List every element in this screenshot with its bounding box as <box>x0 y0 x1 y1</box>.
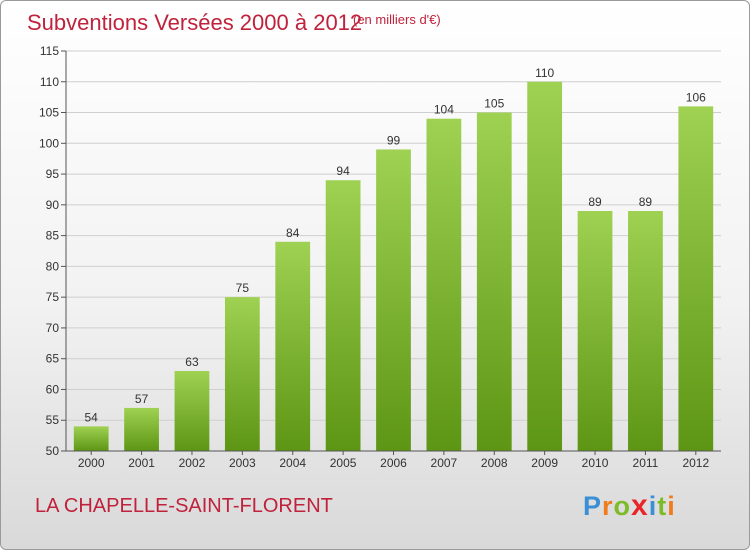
logo-letter: i <box>667 491 676 521</box>
bar-2011 <box>628 211 663 451</box>
data-label-2003: 75 <box>236 281 250 295</box>
logo-letter: i <box>648 491 658 521</box>
bar-2003 <box>224 297 260 451</box>
data-label-2005: 94 <box>336 164 350 178</box>
bar-2004 <box>275 241 311 451</box>
bar-2002 <box>174 371 210 451</box>
commune-name: LA CHAPELLE-SAINT-FLORENT <box>35 495 333 517</box>
x-tick-label-2004: 2004 <box>279 456 306 470</box>
y-tick-label: 115 <box>40 44 59 58</box>
y-tick-label: 95 <box>46 167 60 181</box>
bar-2012 <box>678 106 714 451</box>
x-tick-label-2012: 2012 <box>682 456 709 470</box>
y-tick-label: 105 <box>39 106 59 120</box>
y-tick-label: 100 <box>39 136 59 150</box>
x-tick-label-2007: 2007 <box>431 456 458 470</box>
y-tick-label: 110 <box>40 75 59 89</box>
data-label-2007: 104 <box>434 103 454 117</box>
data-label-2004: 84 <box>286 226 300 240</box>
y-tick-label: 80 <box>46 259 60 273</box>
data-label-2010: 89 <box>588 195 602 209</box>
x-tick-label-2005: 2005 <box>330 456 357 470</box>
x-tick-label-2010: 2010 <box>582 456 609 470</box>
data-label-2000: 54 <box>85 410 99 424</box>
bar-2007 <box>426 118 462 451</box>
bar-2008 <box>476 112 512 452</box>
data-label-2012: 106 <box>686 90 706 104</box>
x-tick-label-2003: 2003 <box>229 456 256 470</box>
y-tick-label: 55 <box>46 413 60 427</box>
bar-2001 <box>124 407 159 451</box>
x-tick-label-2002: 2002 <box>179 456 206 470</box>
logo-letter: t <box>657 491 668 521</box>
y-tick-label: 75 <box>46 290 60 304</box>
y-tick-label: 90 <box>46 198 60 212</box>
chart-title: Subventions Versées 2000 à 2012 <box>27 10 363 35</box>
logo-letter: o <box>613 491 632 521</box>
y-tick-label: 70 <box>46 321 60 335</box>
data-label-2002: 63 <box>185 355 199 369</box>
axes: 50 55 60 65 70 75 80 85 90 95 100 105 110 115 2000 2001… <box>39 44 721 470</box>
y-tick-label: 60 <box>46 382 60 396</box>
bar-2005 <box>325 180 361 451</box>
x-tick-label-2006: 2006 <box>380 456 407 470</box>
x-tick-label-2008: 2008 <box>481 456 508 470</box>
data-label-2008: 105 <box>484 97 504 111</box>
bars: 54 57 63 75 84 94 99 104 105 110 89 89 106 <box>73 66 714 452</box>
x-tick-label-2011: 2011 <box>633 456 659 470</box>
bar-2009 <box>527 81 563 452</box>
logo-letter: x <box>631 489 649 522</box>
x-tick-label-2000: 2000 <box>78 456 105 470</box>
chart-unit: (en milliers d'€) <box>353 12 441 27</box>
y-tick-label: 65 <box>46 352 60 366</box>
data-label-2011: 89 <box>639 195 653 209</box>
bar-2010 <box>577 211 613 451</box>
x-tick-label-2001: 2001 <box>128 456 155 470</box>
y-tick-label: 50 <box>46 444 60 458</box>
x-tick-label-2009: 2009 <box>531 456 558 470</box>
bar-2000 <box>73 426 109 451</box>
proxiti-logo: Proxiti <box>583 489 676 523</box>
logo-letter: r <box>602 491 614 521</box>
data-label-2001: 57 <box>135 392 149 406</box>
logo-letter: P <box>583 491 603 521</box>
bar-2006 <box>376 149 411 451</box>
data-label-2009: 110 <box>535 66 554 80</box>
y-tick-label: 85 <box>46 229 60 243</box>
data-label-2006: 99 <box>387 133 401 147</box>
